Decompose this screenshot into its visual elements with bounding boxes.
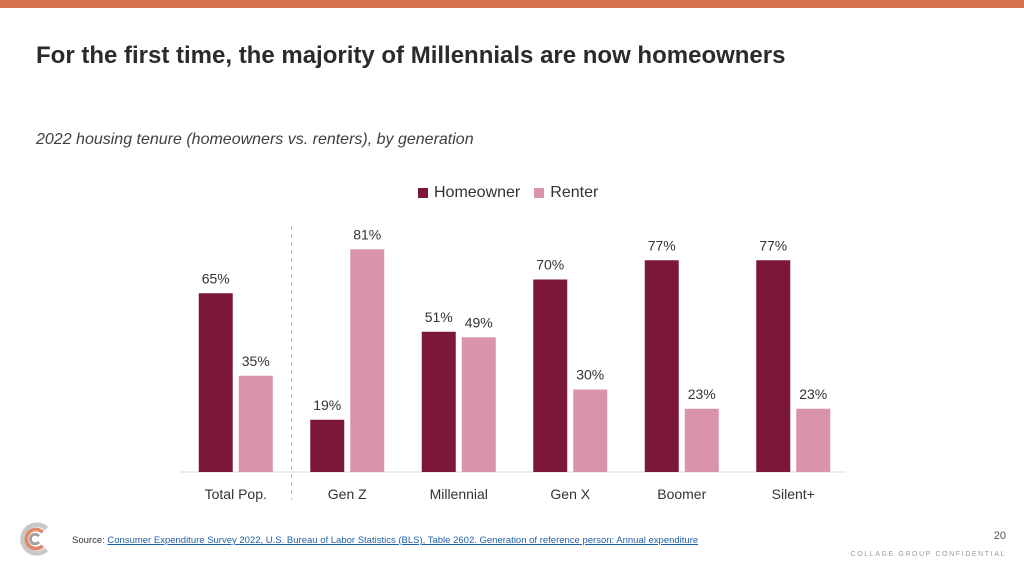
data-label-renter-silent: 23% <box>799 386 827 402</box>
legend-label-renter: Renter <box>550 184 599 201</box>
source-link[interactable]: Consumer Expenditure Survey 2022, U.S. B… <box>107 535 699 546</box>
x-tick-label-gen-x: Gen X <box>550 486 590 502</box>
bar-renter-total-pop <box>238 375 273 472</box>
legend-item-renter: Renter <box>534 184 598 202</box>
page-title: For the first time, the majority of Mill… <box>36 42 786 69</box>
bar-homeowner-boomer <box>644 260 679 472</box>
top-accent-bar <box>0 0 1024 8</box>
data-label-homeowner-gen-z: 19% <box>313 397 341 413</box>
data-label-renter-millennial: 49% <box>465 314 493 330</box>
source-note: Source: Consumer Expenditure Survey 2022… <box>72 535 698 546</box>
confidential-label: COLLAGE GROUP CONFIDENTIAL <box>850 551 1006 558</box>
data-label-homeowner-boomer: 77% <box>648 237 676 253</box>
x-tick-label-boomer: Boomer <box>657 486 706 502</box>
x-tick-label-total-pop: Total Pop. <box>205 486 267 502</box>
chart-legend: Homeowner Renter <box>418 184 612 202</box>
data-label-homeowner-gen-x: 70% <box>536 257 564 273</box>
legend-swatch-renter <box>534 188 545 198</box>
bar-renter-silent <box>796 408 831 472</box>
data-label-homeowner-silent: 77% <box>759 237 787 253</box>
data-label-homeowner-millennial: 51% <box>425 309 453 325</box>
collage-logo-icon <box>20 522 49 556</box>
bar-renter-millennial <box>461 337 496 472</box>
page-number: 20 <box>993 530 1006 542</box>
x-tick-label-millennial: Millennial <box>430 486 488 502</box>
source-prefix: Source: <box>72 535 108 546</box>
chart-subtitle: 2022 housing tenure (homeowners vs. rent… <box>36 131 474 148</box>
data-label-renter-total-pop: 35% <box>242 353 270 369</box>
bar-renter-boomer <box>684 408 719 472</box>
x-tick-label-silent: Silent+ <box>772 486 815 502</box>
bar-homeowner-silent <box>756 260 791 472</box>
bar-homeowner-millennial <box>421 331 456 472</box>
legend-swatch-homeowner <box>418 188 428 198</box>
data-label-renter-gen-x: 30% <box>576 367 604 383</box>
bar-chart: 65% 35% Total Pop. 19% 81% Gen Z 51% 49% Millenn… <box>180 226 846 502</box>
x-tick-label-gen-z: Gen Z <box>328 486 367 502</box>
bar-renter-gen-x <box>573 389 608 472</box>
bar-homeowner-gen-x <box>533 279 568 472</box>
legend-label-homeowner: Homeowner <box>434 184 521 201</box>
data-label-renter-gen-z: 81% <box>353 226 381 242</box>
bar-renter-gen-z <box>350 249 385 472</box>
bar-homeowner-total-pop <box>198 293 233 472</box>
data-label-homeowner-total-pop: 65% <box>202 270 230 286</box>
data-label-renter-boomer: 23% <box>688 386 716 402</box>
bar-homeowner-gen-z <box>310 419 345 472</box>
legend-item-homeowner: Homeowner <box>418 184 520 202</box>
